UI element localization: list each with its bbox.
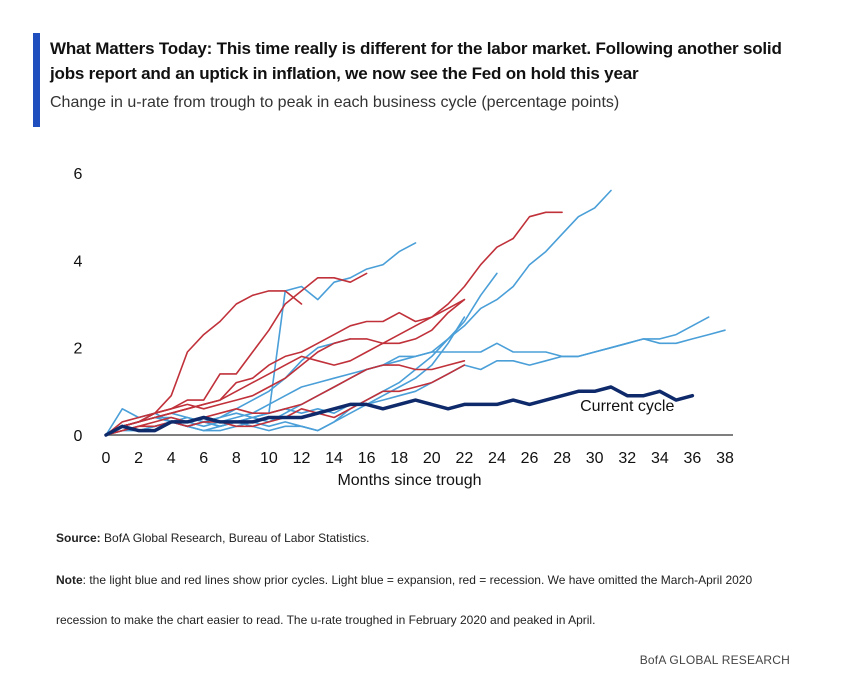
series-line-expansion [105,189,612,436]
source-line: Source: BofA Global Research, Bureau of … [56,530,816,546]
x-axis-title: Months since trough [337,472,481,489]
chart-subtitle: Change in u-rate from trough to peak in … [50,94,620,111]
source-text: BofA Global Research, Bureau of Labor St… [100,531,370,545]
note-text-1: : the light blue and red lines show prio… [82,573,753,587]
y-tick-label: 6 [74,166,83,183]
note-label: Note [56,573,83,587]
brand-label: BofA GLOBAL RESEARCH [639,653,790,667]
accent-bar [33,33,40,127]
x-tick-label: 24 [488,450,506,467]
y-tick-label: 2 [74,341,83,358]
x-tick-label: 4 [167,450,176,467]
x-tick-label: 12 [293,450,311,467]
x-tick-label: 0 [102,450,111,467]
note-line-1: Note: the light blue and red lines show … [56,572,826,588]
x-tick-label: 26 [521,450,539,467]
x-tick-label: 6 [199,450,208,467]
chart-title: What Matters Today: This time really is … [50,39,782,83]
x-tick-label: 16 [358,450,376,467]
x-tick-label: 22 [455,450,473,467]
series-line-recession [105,360,466,436]
series-line-current-cycle [104,385,695,437]
series-line-recession [105,298,466,436]
x-tick-label: 38 [716,450,734,467]
series-line-recession [105,298,466,436]
y-tick-label: 4 [74,253,83,270]
x-tick-label: 14 [325,450,343,467]
x-tick-label: 28 [553,450,571,467]
x-tick-label: 8 [232,450,241,467]
series-line-recession [105,211,563,436]
annotation-current-cycle: Current cycle [580,398,674,415]
series-line-recession [105,272,368,436]
source-label: Source: [56,531,101,545]
x-tick-label: 10 [260,450,278,467]
x-tick-label: 18 [390,450,408,467]
x-tick-label: 2 [134,450,143,467]
x-tick-label: 34 [651,450,669,467]
note-line-2: recession to make the chart easier to re… [56,613,596,627]
x-tick-label: 20 [423,450,441,467]
y-tick-label: 0 [74,428,83,445]
x-tick-label: 32 [618,450,636,467]
x-tick-label: 30 [586,450,604,467]
x-tick-label: 36 [684,450,702,467]
